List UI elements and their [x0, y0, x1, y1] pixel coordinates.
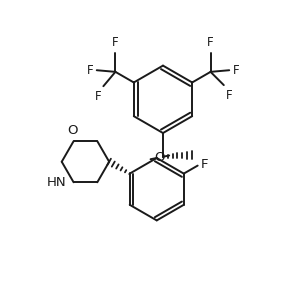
Text: F: F — [226, 89, 232, 102]
Text: O: O — [67, 124, 78, 137]
Text: F: F — [201, 158, 208, 171]
Text: F: F — [233, 64, 240, 77]
Text: F: F — [207, 36, 214, 49]
Text: HN: HN — [46, 176, 66, 189]
Text: F: F — [112, 36, 119, 49]
Text: O: O — [155, 151, 165, 164]
Text: F: F — [86, 64, 93, 77]
Text: F: F — [95, 90, 101, 103]
